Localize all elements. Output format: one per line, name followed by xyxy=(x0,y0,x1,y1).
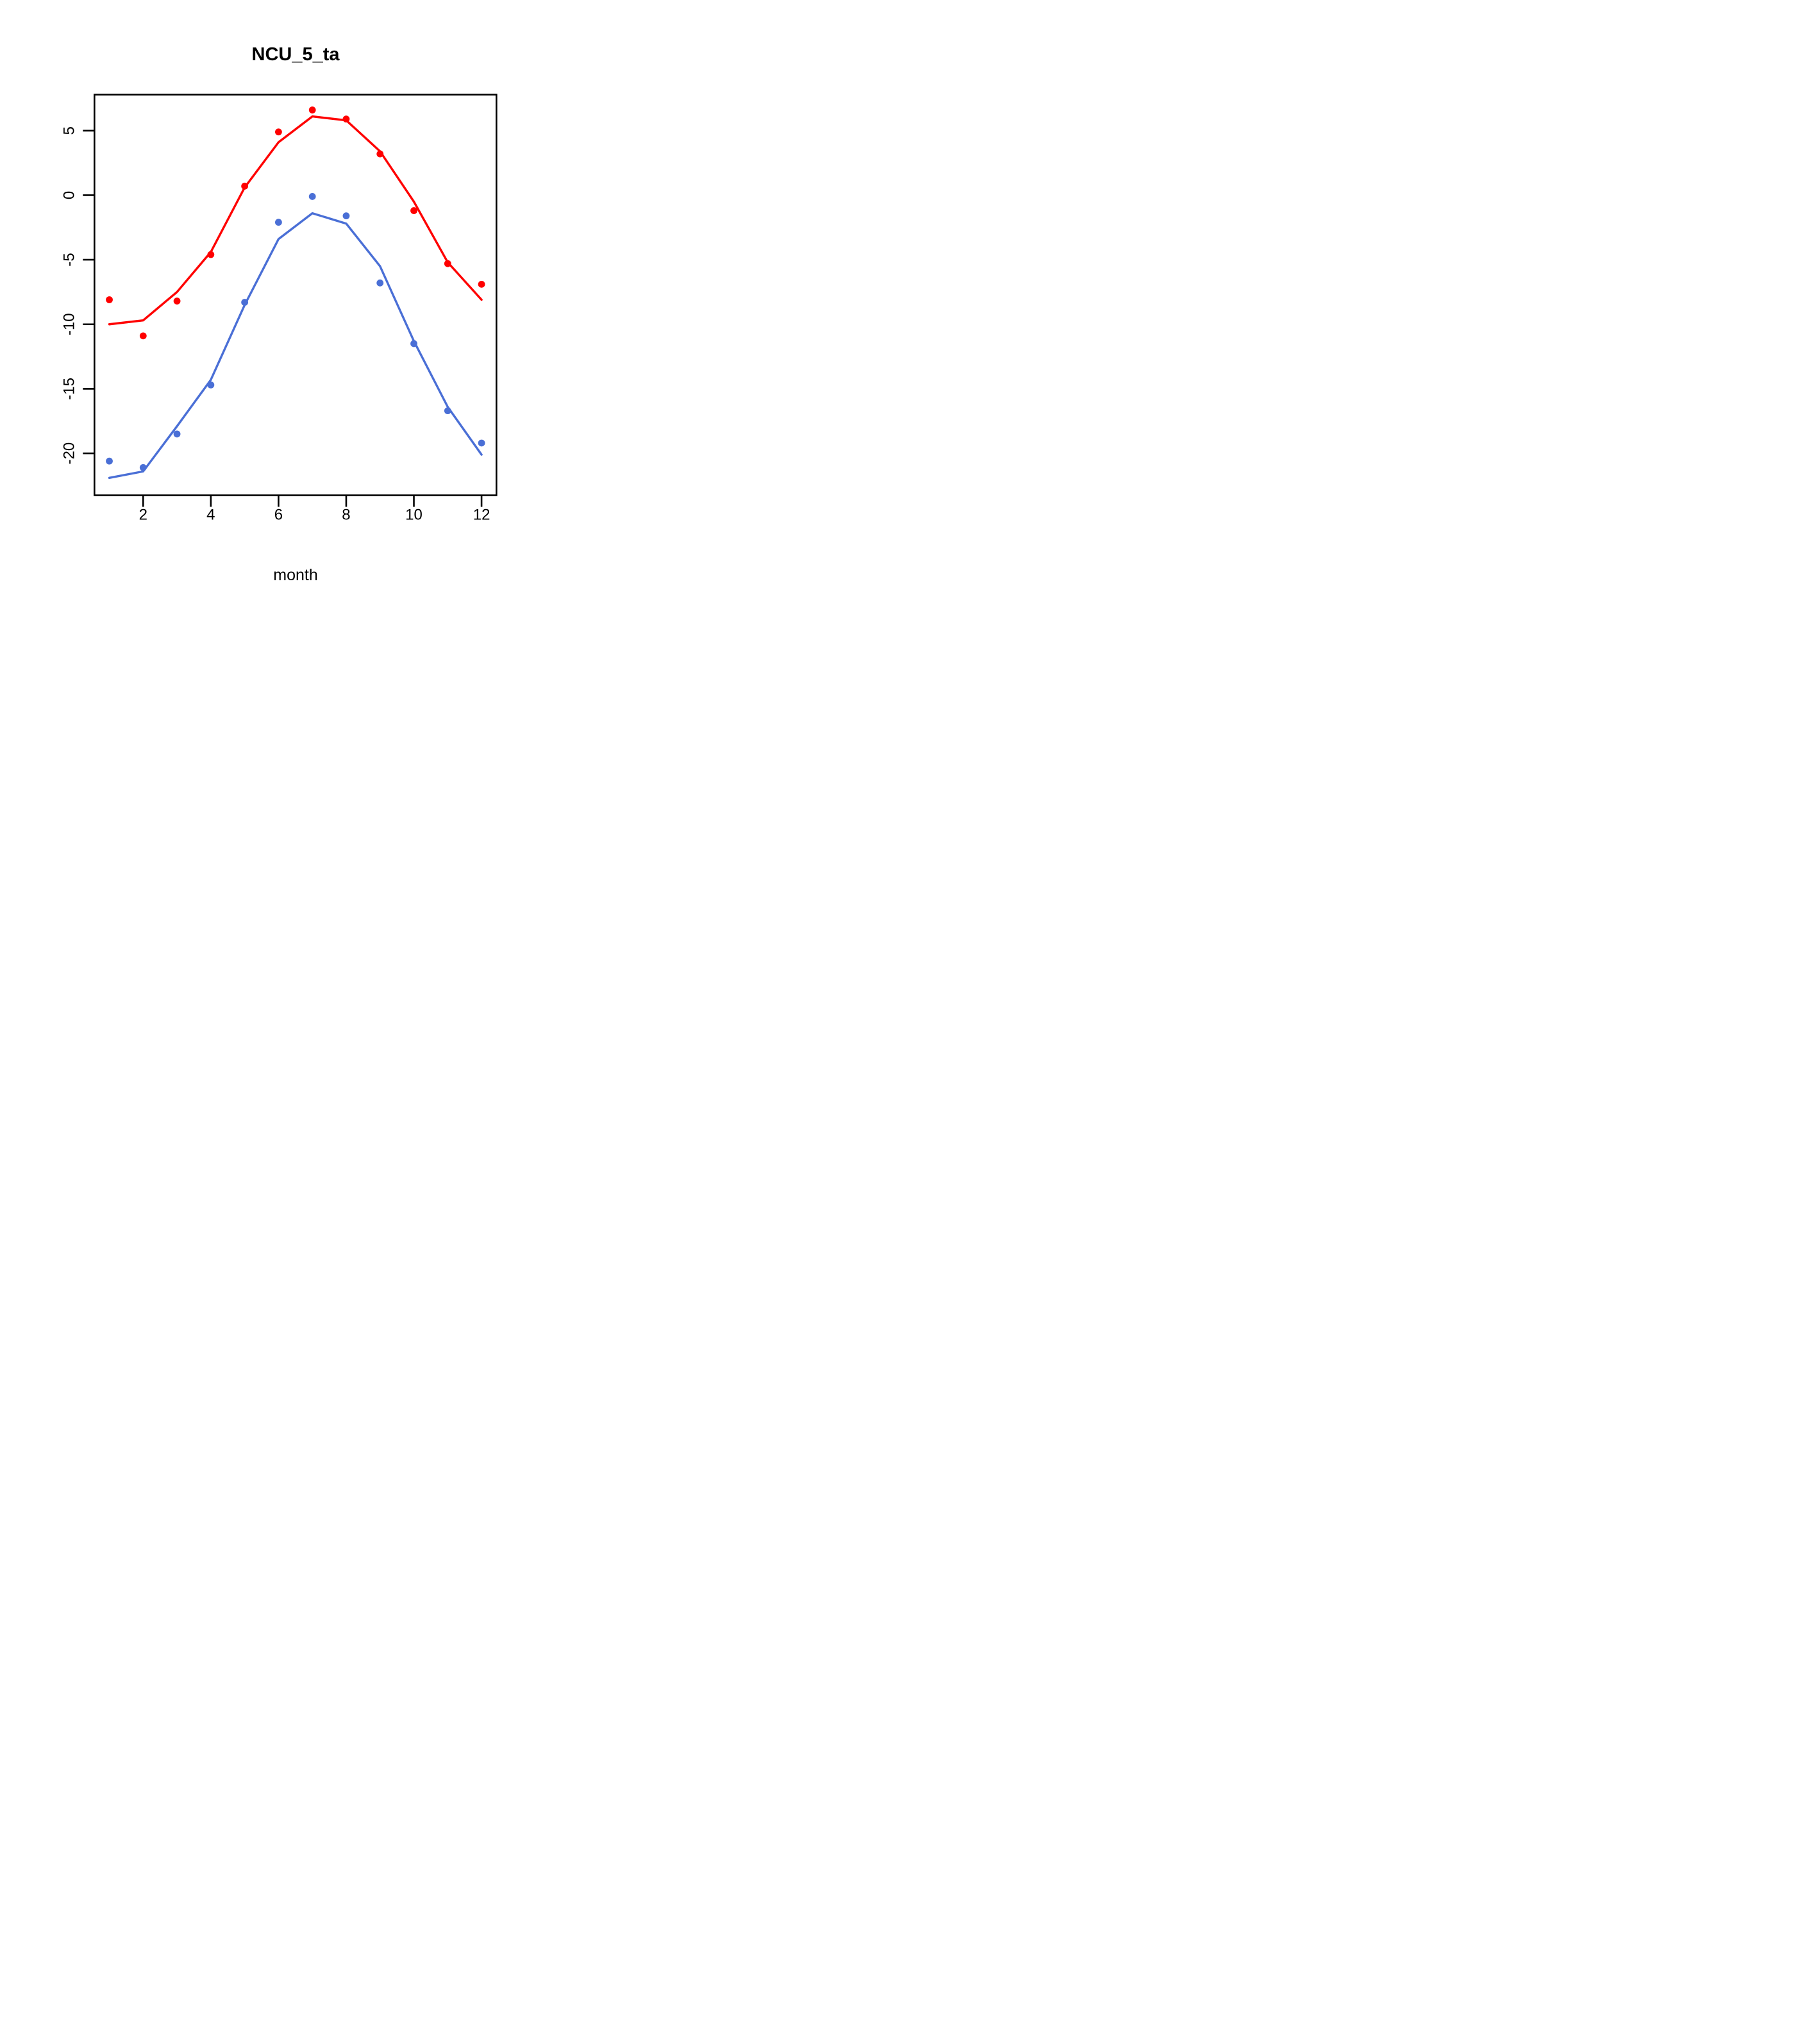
red-points-marker xyxy=(139,332,147,340)
x-axis-tick-label: 8 xyxy=(342,507,350,524)
y-axis-tick-label: 5 xyxy=(60,126,78,135)
blue-points-marker xyxy=(308,193,316,200)
red-points-marker xyxy=(173,297,181,305)
x-axis-tick-label: 2 xyxy=(139,507,147,524)
blue-points-marker xyxy=(275,219,282,226)
red-points-marker xyxy=(106,296,113,303)
blue-line-path xyxy=(108,212,483,480)
plot-area: NCU_5_ta month 2 4 6 8 10 12 5 0 -5 -10 -15 -20 xyxy=(60,44,498,584)
red-points-marker xyxy=(207,251,215,258)
figure: NCU_5_ta month 2 4 6 8 10 12 5 0 -5 -10 -15 -20 xyxy=(0,0,545,613)
x-axis-label: month xyxy=(273,566,317,584)
red-points-marker xyxy=(376,150,384,158)
y-axis-tick-label: -15 xyxy=(60,378,78,400)
blue-points-marker xyxy=(342,212,350,220)
y-axis-tick-label: -5 xyxy=(60,253,78,266)
red-points-marker xyxy=(478,280,485,288)
blue-points-marker xyxy=(106,457,113,465)
y-axis-tick-label: -10 xyxy=(60,313,78,335)
blue-points-marker xyxy=(376,279,384,287)
x-axis-tick-label: 10 xyxy=(405,507,423,524)
x-axis-tick-label: 12 xyxy=(473,507,490,524)
blue-points-marker xyxy=(444,407,451,415)
y-axis-tick-label: 0 xyxy=(60,191,78,199)
blue-points-marker xyxy=(478,439,485,447)
blue-points-marker xyxy=(410,340,417,348)
chart-title: NCU_5_ta xyxy=(252,44,340,65)
plot-box xyxy=(94,94,498,496)
plot-content: 2 4 6 8 10 12 5 0 -5 -10 -15 -20 xyxy=(60,94,498,524)
red-points-marker xyxy=(308,106,316,113)
y-axis-tick-label: -20 xyxy=(60,442,78,465)
x-axis-tick-label: 4 xyxy=(206,507,215,524)
blue-points-marker xyxy=(173,430,181,438)
red-points-marker xyxy=(275,128,282,136)
blue-points-marker xyxy=(139,464,147,471)
red-line-path xyxy=(108,115,483,326)
blue-points-marker xyxy=(207,381,215,389)
x-axis-tick-label: 6 xyxy=(274,507,283,524)
red-points-marker xyxy=(342,115,350,123)
red-points-marker xyxy=(241,182,249,190)
red-points-marker xyxy=(410,207,417,214)
red-points-marker xyxy=(444,260,451,267)
blue-points-marker xyxy=(241,299,249,306)
